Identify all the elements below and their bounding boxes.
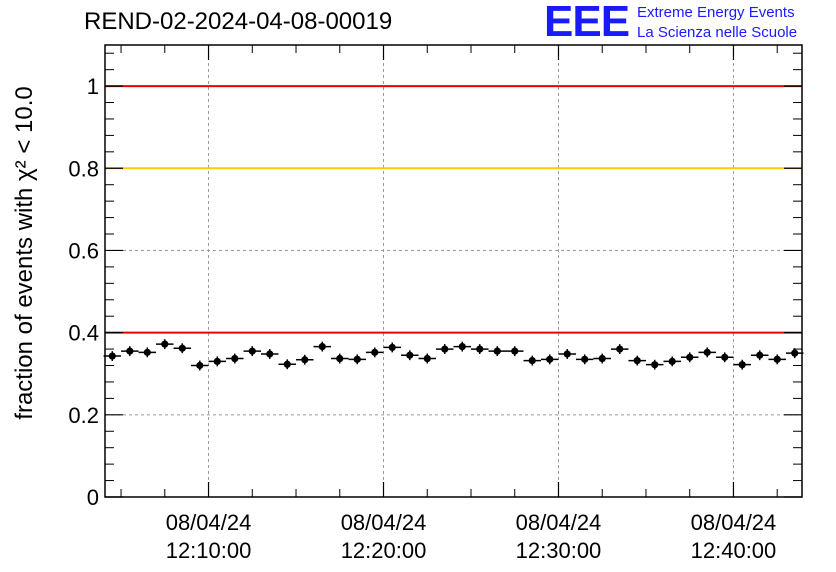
data-point bbox=[266, 350, 274, 358]
data-point bbox=[703, 348, 711, 356]
data-point bbox=[126, 347, 134, 355]
data-point bbox=[388, 343, 396, 352]
data-point bbox=[196, 361, 204, 370]
data-point bbox=[581, 355, 589, 363]
data-point bbox=[353, 355, 361, 363]
data-point bbox=[476, 345, 484, 353]
data-point bbox=[546, 355, 554, 363]
y-tick-label: 0.4 bbox=[68, 321, 99, 346]
x-tick-label-time: 12:30:00 bbox=[516, 538, 602, 563]
logo-line-1: Extreme Energy Events bbox=[637, 4, 795, 21]
data-point bbox=[178, 344, 186, 352]
x-tick-label-time: 12:10:00 bbox=[166, 538, 252, 563]
data-points bbox=[103, 339, 804, 371]
data-point bbox=[563, 350, 571, 358]
logo-line-2: La Scienza nelle Scuole bbox=[637, 24, 798, 41]
data-point bbox=[371, 348, 379, 356]
data-point bbox=[108, 352, 116, 360]
y-tick-label: 0.8 bbox=[68, 156, 99, 181]
axis-ticks bbox=[105, 45, 802, 498]
y-tick-labels: 0 0.2 0.4 0.6 0.8 1 bbox=[68, 74, 99, 510]
plot-frame bbox=[104, 44, 803, 498]
y-axis-label: fraction of events with χ² < 10.0 bbox=[11, 86, 38, 419]
eee-logo-mark: EEE bbox=[544, 0, 630, 46]
x-tick-label-date: 08/04/24 bbox=[691, 510, 777, 535]
data-point bbox=[773, 355, 781, 363]
eee-logo: EEE Extreme Energy Events La Scienza nel… bbox=[540, 0, 832, 46]
reference-lines bbox=[105, 85, 802, 334]
data-point bbox=[143, 348, 151, 356]
data-point bbox=[318, 343, 326, 351]
x-tick-label-time: 12:40:00 bbox=[691, 538, 777, 563]
data-point bbox=[283, 360, 291, 368]
data-point bbox=[161, 340, 169, 348]
y-tick-label: 1 bbox=[87, 74, 99, 99]
data-point bbox=[651, 361, 659, 369]
data-point bbox=[738, 361, 746, 369]
y-tick-label: 0.6 bbox=[68, 238, 99, 263]
data-point bbox=[598, 354, 606, 363]
data-point bbox=[493, 347, 501, 355]
data-point bbox=[441, 345, 449, 353]
data-point bbox=[616, 345, 624, 353]
data-point bbox=[406, 351, 414, 359]
x-tick-label-time: 12:20:00 bbox=[341, 538, 427, 563]
grid-lines bbox=[105, 45, 802, 497]
chart-title: REND-02-2024-04-08-00019 bbox=[84, 8, 393, 35]
data-point bbox=[668, 357, 676, 365]
data-point bbox=[511, 347, 519, 355]
x-tick-label-date: 08/04/24 bbox=[516, 510, 602, 535]
data-point bbox=[213, 357, 221, 365]
data-point bbox=[791, 349, 799, 357]
data-point bbox=[301, 356, 309, 364]
data-point bbox=[721, 353, 729, 361]
y-tick-label: 0 bbox=[87, 485, 99, 510]
data-point bbox=[756, 351, 764, 359]
x-tick-labels: 08/04/24 12:10:00 08/04/24 12:20:00 08/04/24… bbox=[166, 510, 777, 563]
data-point bbox=[231, 354, 239, 363]
data-point bbox=[686, 353, 694, 361]
x-tick-label-date: 08/04/24 bbox=[166, 510, 252, 535]
data-point bbox=[458, 343, 466, 351]
data-point bbox=[336, 354, 344, 363]
data-point bbox=[633, 356, 641, 365]
data-point bbox=[423, 354, 431, 363]
y-tick-label: 0.2 bbox=[68, 403, 99, 428]
data-point bbox=[528, 356, 536, 365]
x-tick-label-date: 08/04/24 bbox=[341, 510, 427, 535]
data-point bbox=[248, 347, 256, 355]
